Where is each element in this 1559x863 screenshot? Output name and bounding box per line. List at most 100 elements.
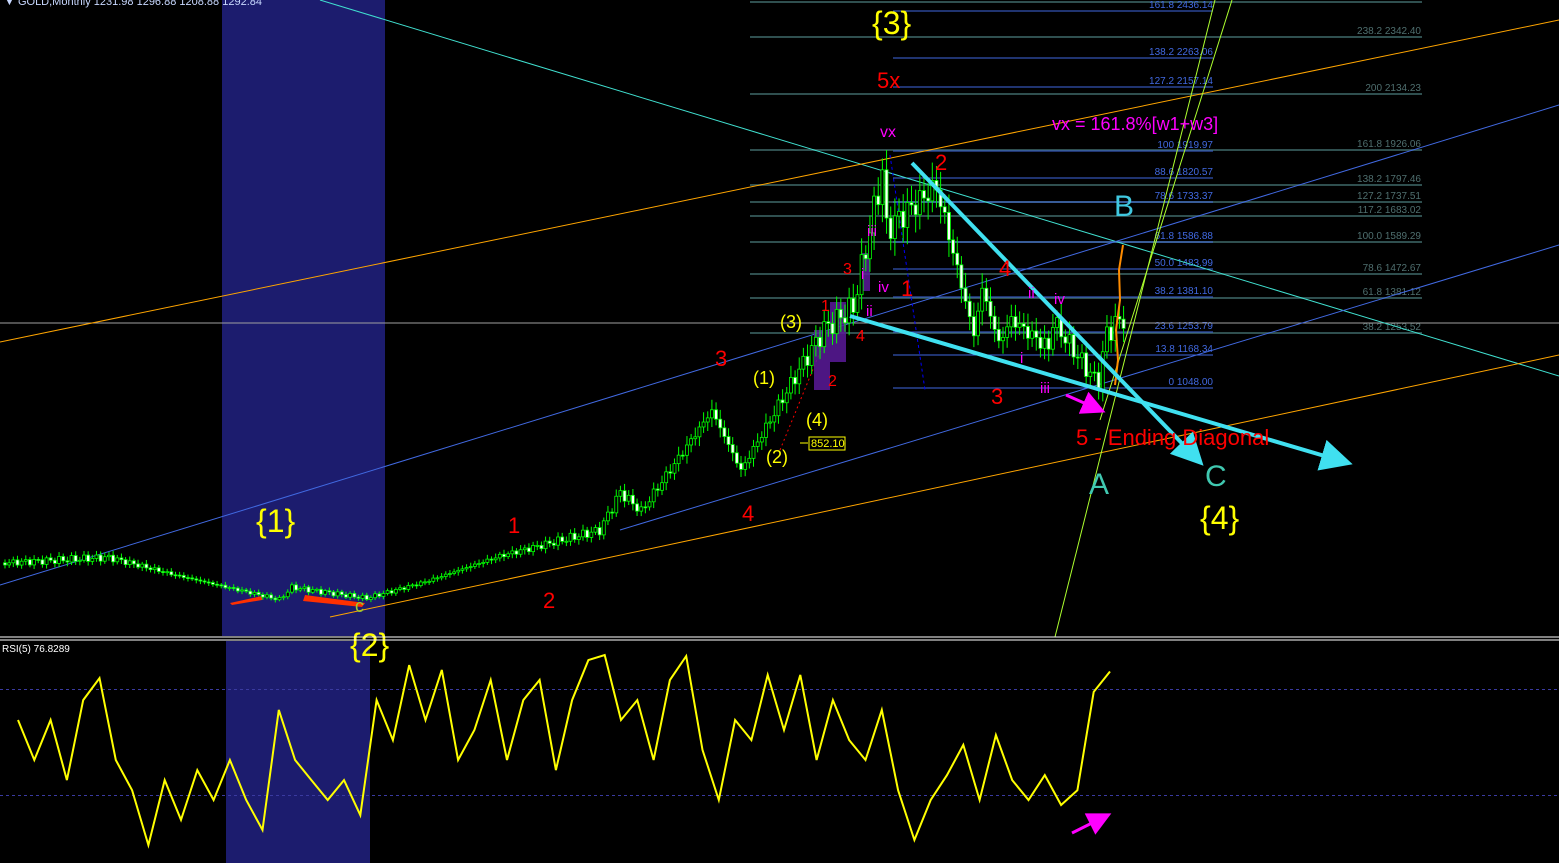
ending-diagonal-upper-line[interactable] [910, 161, 1204, 466]
channel-orange-lower[interactable] [329, 354, 1559, 618]
candle-body [905, 202, 910, 228]
fib-level-label: 161.8 2436.14 [1149, 0, 1213, 11]
candle-body [57, 556, 61, 564]
candle-body [622, 490, 627, 502]
candle-body [244, 589, 249, 592]
candle-body [863, 254, 868, 260]
candle-body [789, 377, 793, 394]
wave-label-2: 2 [543, 588, 555, 613]
candle-body [664, 471, 669, 484]
fib-level-label: 61.8 1586.88 [1155, 231, 1214, 242]
candle-body [319, 588, 323, 595]
wave-label-c: c [355, 596, 364, 616]
candle-body [743, 462, 748, 470]
candle-body [323, 590, 328, 595]
candle-body [269, 594, 274, 599]
candle-body [385, 590, 390, 594]
candle-body [813, 336, 818, 347]
candle-body [764, 422, 768, 438]
candle-body [310, 589, 315, 593]
candle-body [156, 567, 161, 572]
candle-body [28, 559, 32, 566]
candle-body [593, 527, 598, 533]
candle-body [568, 532, 573, 542]
fib-retracement[interactable]: 161.8 2436.14 138.2 2263.06 127.2 2157.14 1… [893, 0, 1214, 389]
candle-body [1046, 337, 1051, 350]
candle-body [1042, 337, 1047, 349]
candle-body [556, 536, 560, 546]
candle-body [880, 169, 885, 206]
candle-body [165, 571, 170, 574]
candle-body [418, 581, 423, 586]
rsi-line [17, 653, 1111, 849]
candle-body [94, 554, 99, 559]
candle-body [448, 573, 452, 575]
candle-body [576, 536, 581, 540]
candle-body [1088, 371, 1093, 377]
candle-body [32, 559, 36, 566]
candle-body [377, 593, 382, 597]
candle-body [797, 368, 802, 385]
candle-body [468, 566, 473, 568]
fib-level-label: 38.2 1381.10 [1155, 286, 1214, 297]
candles [3, 150, 1126, 603]
candle-body [273, 597, 278, 601]
candle-body [136, 563, 140, 568]
candle-body [543, 540, 548, 550]
candle-body [352, 593, 357, 598]
candle-body [327, 590, 332, 593]
wave-label-3: 3 [715, 346, 727, 371]
candle-body [689, 438, 694, 446]
candle-body [1075, 356, 1080, 359]
dropdown-arrow-icon[interactable]: ▼ [4, 0, 15, 8]
candle-body [747, 457, 752, 464]
candle-body [1105, 326, 1109, 353]
wave-label-B: B [1114, 190, 1134, 223]
channel-orange-upper[interactable] [0, 19, 1559, 343]
fib-ext-label: 78.6 1472.67 [1363, 263, 1422, 274]
candle-body [373, 593, 377, 599]
candle-body [718, 418, 723, 429]
candle-body [909, 202, 914, 206]
candle-body [697, 426, 702, 438]
wave-label-4-small: 4 [856, 328, 865, 345]
candle-body [826, 321, 831, 324]
candle-body [15, 559, 20, 566]
candle-body [464, 567, 469, 570]
candle-body [572, 532, 577, 540]
wave-label-5x: 5x [877, 68, 900, 93]
candle-body [3, 562, 7, 566]
candle-body [768, 421, 773, 424]
candle-body [984, 287, 989, 302]
candle-body [169, 571, 174, 576]
candle-body [314, 588, 319, 591]
trendline-cyan-thin[interactable] [319, 0, 1559, 377]
candle-body [115, 557, 120, 563]
trendline-yellowgreen-2[interactable] [1099, 0, 1233, 421]
fib-level-label: 23.6 1253.79 [1155, 321, 1214, 332]
candle-body [947, 211, 951, 241]
channel-blue-upper[interactable] [0, 104, 1559, 586]
ending-diagonal-lower-line[interactable] [849, 314, 1353, 471]
candle-body [606, 511, 610, 522]
candle-body [356, 596, 361, 599]
candle-body [551, 542, 556, 546]
candle-body [801, 355, 806, 370]
candle-body [456, 569, 461, 573]
candle-body [219, 584, 224, 587]
fib-ext-label: 127.2 1737.51 [1357, 191, 1421, 202]
candle-body [127, 560, 132, 565]
candle-body [7, 562, 12, 566]
candle-body [955, 252, 960, 266]
trendline-yellowgreen-1[interactable] [1054, 0, 1216, 638]
wave-label-3: 3 [991, 384, 1003, 409]
candle-body [285, 591, 290, 598]
candle-body [730, 444, 735, 454]
candle-body [1021, 323, 1026, 327]
candle-body [539, 545, 544, 550]
candle-body [581, 529, 585, 538]
candle-body [1038, 336, 1043, 349]
candle-body [472, 563, 477, 567]
